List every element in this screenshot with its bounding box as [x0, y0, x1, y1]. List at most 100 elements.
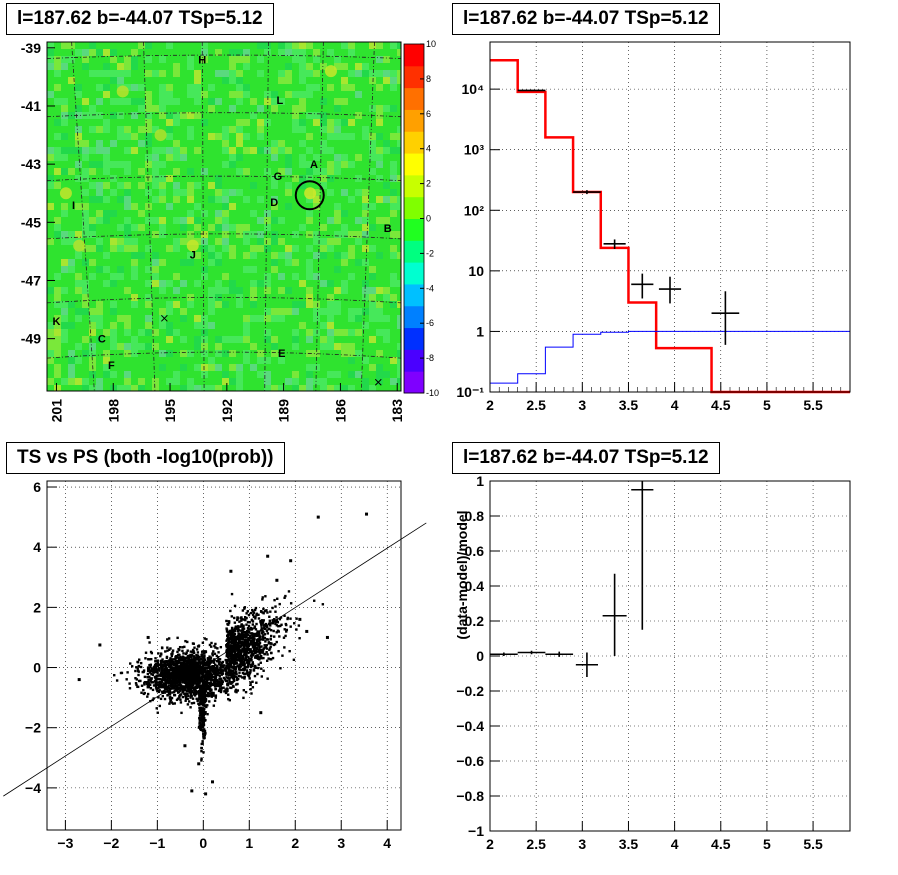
scatter-point — [263, 636, 267, 640]
map-cell — [180, 217, 187, 224]
map-cell — [173, 112, 180, 119]
scatter-point — [193, 676, 196, 679]
scatter-point — [272, 635, 276, 638]
panel4-residuals: 2 2.5 3 3.5 4 4.5 5 5.5−1−0.8−0.6−0.4−0.200.20.… — [454, 473, 851, 852]
scatter-point — [210, 695, 214, 698]
map-cell — [369, 364, 376, 371]
map-cell — [215, 287, 222, 294]
scatter-point — [244, 690, 248, 694]
scatter-point — [241, 629, 245, 632]
map-cell — [306, 210, 313, 217]
map-cell — [236, 140, 243, 147]
scatter-point — [196, 661, 200, 665]
map-cell — [89, 343, 96, 350]
scatter-point — [251, 643, 254, 646]
map-cell — [369, 133, 376, 140]
scatter-point — [179, 676, 182, 680]
scatter-point — [130, 665, 134, 668]
scatter-point — [237, 627, 240, 630]
scatter-point — [226, 643, 229, 646]
map-cell — [145, 322, 152, 329]
scatter-point — [198, 721, 202, 724]
map-cell — [341, 329, 348, 336]
map-cell — [61, 378, 68, 385]
scatter-point — [260, 632, 264, 635]
scatter-point — [179, 686, 183, 690]
map-cell — [138, 224, 145, 231]
map-cell — [180, 336, 187, 343]
map-x-tick-label: 195 — [162, 399, 178, 423]
scatter-point — [259, 650, 262, 653]
scatter-point — [187, 672, 191, 675]
source-label: C — [98, 334, 106, 346]
map-cell — [320, 147, 327, 154]
map-cell — [334, 343, 341, 350]
scatter-point — [218, 680, 221, 683]
map-cell — [152, 385, 159, 391]
scatter-point — [184, 692, 188, 695]
map-cell — [334, 203, 341, 210]
map-cell — [229, 77, 236, 84]
map-cell — [222, 210, 229, 217]
scatter-point — [200, 747, 203, 750]
map-cell — [54, 56, 61, 63]
map-cell — [236, 154, 243, 161]
scatter-point — [232, 631, 235, 634]
scatter-point — [230, 654, 233, 658]
map-cell — [334, 154, 341, 161]
scatter-point — [221, 672, 225, 675]
map-cell — [341, 119, 348, 126]
residual-y-tick-label: 0 — [476, 648, 484, 664]
scatter-point — [288, 649, 291, 653]
scatter-point — [273, 619, 277, 623]
map-cell — [208, 322, 215, 329]
map-cell — [173, 189, 180, 196]
scatter-point — [203, 704, 207, 707]
scatter-point — [232, 671, 235, 675]
scatter-point — [251, 652, 255, 655]
map-cell — [362, 231, 369, 238]
map-cell — [124, 329, 131, 336]
scatter-point — [254, 656, 258, 659]
map-cell — [334, 126, 341, 133]
colorbar-band — [404, 327, 424, 350]
map-cell — [390, 42, 397, 49]
scatter-point — [183, 674, 186, 677]
map-cell — [271, 154, 278, 161]
scatter-point — [163, 660, 167, 663]
scatter-point — [154, 665, 158, 669]
map-cell — [264, 245, 271, 252]
scatter-point — [194, 663, 198, 666]
map-cell — [152, 343, 159, 350]
scatter-point — [251, 620, 255, 623]
scatter-cloud — [113, 590, 325, 762]
map-cell — [271, 266, 278, 273]
map-grid-latitude — [46, 351, 402, 359]
scatter-point — [213, 671, 216, 675]
scatter-point — [198, 656, 201, 659]
map-cell — [313, 168, 320, 175]
map-cell — [355, 350, 362, 357]
map-cell — [229, 105, 236, 112]
target-circle — [294, 180, 325, 211]
scatter-point — [249, 648, 252, 651]
scatter-point — [244, 657, 248, 660]
scatter-point — [239, 661, 242, 664]
scatter-point — [151, 673, 155, 677]
scatter-point — [167, 648, 171, 651]
map-cell — [369, 287, 376, 294]
map-cell — [362, 224, 369, 231]
scatter-point — [232, 660, 235, 664]
map-cell — [124, 196, 131, 203]
scatter-point — [164, 650, 167, 653]
map-cell — [61, 266, 68, 273]
map-cell — [68, 364, 75, 371]
map-cell — [75, 315, 82, 322]
scatter-point — [150, 651, 154, 655]
map-cell — [327, 133, 334, 140]
map-cell — [145, 266, 152, 273]
scatter-point — [146, 683, 149, 687]
map-cell — [89, 168, 96, 175]
scatter-point — [169, 698, 173, 702]
scatter-point — [156, 662, 160, 665]
